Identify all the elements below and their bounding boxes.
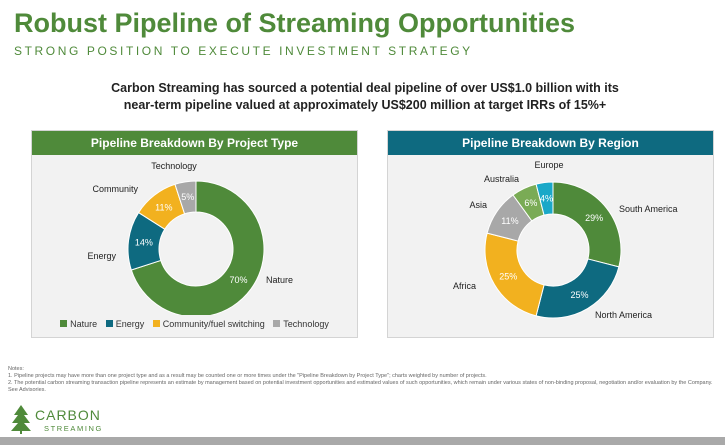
region-donut-chart: 29% 25% 25% 11% 6% 4% South America North Ameri…	[453, 160, 678, 320]
value-label-north-america: 25%	[570, 290, 588, 300]
logo-sub: STREAMING	[44, 424, 103, 433]
footer-bar	[0, 437, 725, 445]
legend-label-energy: Energy	[115, 319, 145, 329]
region-chart-title: Pipeline Breakdown By Region	[388, 131, 713, 155]
category-label-technology: Technology	[151, 161, 197, 171]
slice-europe	[535, 181, 554, 216]
value-label-asia: 11%	[501, 216, 518, 226]
value-label-community: 11%	[155, 203, 172, 213]
category-label-energy: Energy	[87, 251, 116, 261]
carbon-streaming-logo: CARBON STREAMING	[10, 402, 120, 438]
legend-label-nature: Nature	[70, 319, 98, 329]
project-type-panel: Pipeline Breakdown By Project Type 70% 14…	[31, 130, 358, 338]
category-label-australia: Australia	[484, 174, 519, 184]
value-label-africa: 25%	[499, 271, 517, 281]
category-label-nature: Nature	[266, 275, 293, 285]
legend-label-technology: Technology	[283, 319, 329, 329]
note-2: 2. The potential carbon streaming transa…	[8, 380, 713, 393]
value-label-energy: 14%	[135, 237, 153, 247]
legend-swatch-nature	[60, 320, 68, 327]
value-label-south-america: 29%	[585, 213, 603, 223]
region-panel: Pipeline Breakdown By Region 29% 25% 25% 11…	[387, 130, 714, 338]
tree-icon	[11, 405, 31, 434]
category-label-south-america: South America	[619, 204, 678, 214]
category-label-north-america: North America	[595, 310, 652, 320]
intro-text: Carbon Streaming has sourced a potential…	[80, 80, 650, 114]
notes-heading: Notes:	[8, 366, 24, 372]
project-type-donut-chart: 70% 14% 11% 5% Nature Energy Community Technolo…	[87, 161, 293, 315]
slice-nature	[130, 180, 265, 315]
slice-technology	[174, 180, 197, 215]
category-label-europe: Europe	[534, 160, 563, 170]
value-label-australia: 6%	[524, 198, 537, 208]
note-1: 1. Pipeline projects may have more than …	[8, 373, 487, 379]
slice-south-america	[552, 181, 622, 268]
legend-item-community: Community/fuel switching	[152, 319, 265, 329]
logo-word: CARBON	[35, 407, 101, 423]
legend-swatch-technology	[273, 320, 281, 327]
legend-item-energy: Energy	[105, 319, 145, 329]
page-title: Robust Pipeline of Streaming Opportuniti…	[14, 8, 576, 38]
category-label-africa: Africa	[453, 281, 476, 291]
legend-swatch-energy	[105, 320, 113, 327]
category-label-asia: Asia	[469, 200, 487, 210]
category-label-community: Community	[92, 184, 138, 194]
intro-line-1: Carbon Streaming has sourced a potential…	[111, 81, 619, 95]
legend-item-technology: Technology	[273, 319, 329, 329]
value-label-europe: 4%	[540, 193, 553, 203]
project-type-chart-title: Pipeline Breakdown By Project Type	[32, 131, 357, 155]
intro-line-2: near-term pipeline valued at approximate…	[123, 98, 607, 112]
legend-label-community: Community/fuel switching	[162, 319, 265, 329]
project-type-legend: Nature Energy Community/fuel switching T…	[32, 319, 357, 329]
footnotes: Notes: 1. Pipeline projects may have mor…	[8, 366, 720, 394]
page-subtitle: STRONG POSITION TO EXECUTE INVESTMENT ST…	[14, 44, 473, 58]
legend-swatch-community	[152, 320, 160, 327]
value-label-technology: 5%	[181, 192, 194, 202]
legend-item-nature: Nature	[60, 319, 97, 329]
value-label-nature: 70%	[229, 275, 247, 285]
